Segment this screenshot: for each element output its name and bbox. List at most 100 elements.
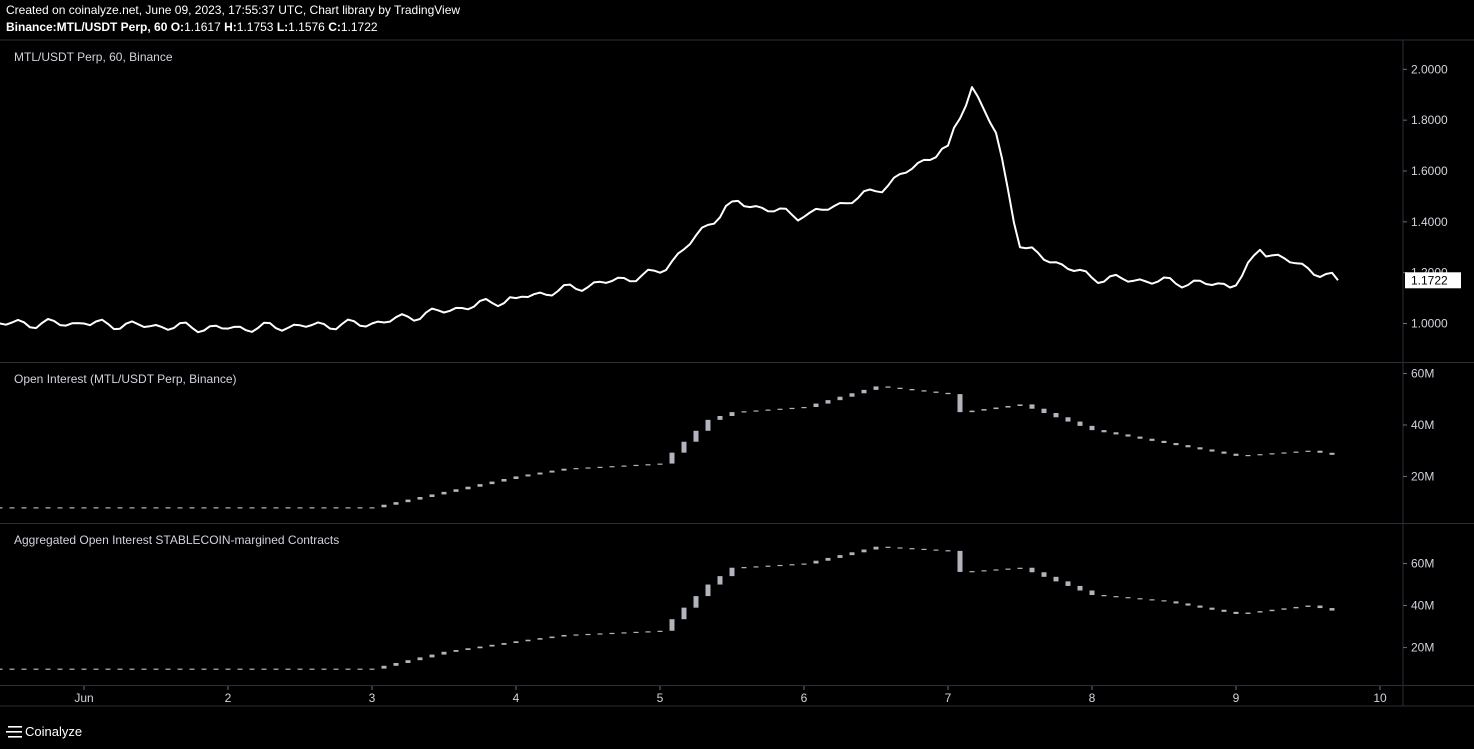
- oi-bar: [1257, 454, 1263, 456]
- oi-bar: [1125, 597, 1131, 599]
- oi-bar: [381, 665, 387, 669]
- oi-bar: [585, 633, 591, 636]
- oi-bar: [117, 668, 123, 670]
- oi-bar: [1089, 425, 1095, 431]
- brand-footer[interactable]: Coinalyze: [6, 724, 82, 739]
- oi-bar: [669, 619, 675, 631]
- oi-bar: [1281, 608, 1287, 610]
- oi-bar: [57, 507, 63, 509]
- oi-bar: [909, 548, 915, 550]
- oi-bar: [1137, 598, 1143, 600]
- oi-bar: [489, 644, 495, 647]
- oi-bar: [297, 507, 303, 509]
- oi-bar: [465, 648, 471, 651]
- oi-bar: [1149, 599, 1155, 601]
- oi-bar: [1257, 611, 1263, 613]
- brand-name: Coinalyze: [25, 724, 83, 739]
- oi-bar: [21, 507, 27, 509]
- oi-bar: [273, 668, 279, 670]
- oi-bar: [141, 507, 147, 509]
- oi-bar: [945, 392, 951, 395]
- oi-bar: [1077, 421, 1083, 426]
- oi-bar: [705, 584, 711, 597]
- oi-bar: [1113, 596, 1119, 598]
- symbol-label: Binance:MTL/USDT Perp, 60: [6, 20, 168, 34]
- oi-bar: [897, 387, 903, 389]
- oi-bar: [549, 470, 555, 473]
- oi-bar: [681, 607, 687, 620]
- oi-bar: [117, 507, 123, 509]
- oi-bar: [513, 476, 519, 479]
- oi-bar: [729, 567, 735, 577]
- oi-bar: [861, 549, 867, 553]
- oi-bar: [1209, 449, 1215, 452]
- oi-bar: [297, 668, 303, 670]
- oi-bar: [1029, 404, 1035, 409]
- oi-bar: [1197, 605, 1203, 608]
- oi-bar: [1245, 612, 1251, 614]
- oi-bar: [597, 633, 603, 635]
- oi-bar: [621, 632, 627, 634]
- oi-bar: [213, 507, 219, 509]
- oi-bar: [129, 668, 135, 670]
- x-tick-label: 9: [1233, 691, 1240, 705]
- oi-bar: [873, 386, 879, 390]
- oi-bar: [9, 507, 15, 509]
- oi-bar: [357, 507, 363, 509]
- oi-bar: [93, 507, 99, 509]
- oi-bar: [1209, 607, 1215, 610]
- oi-bar: [489, 481, 495, 485]
- oi-bar: [249, 668, 255, 670]
- close-label: C:: [328, 20, 341, 34]
- oi-bar: [1161, 440, 1167, 443]
- y-tick-label: 2.0000: [1411, 62, 1448, 76]
- oi-bar: [657, 463, 663, 465]
- oi-bar: [1053, 576, 1059, 582]
- oi-bar: [501, 643, 507, 645]
- oi-bar: [1125, 434, 1131, 437]
- oi-bar: [0, 507, 3, 509]
- oi-bar: [201, 507, 207, 509]
- oi-bar: [861, 389, 867, 394]
- oi-bar: [681, 441, 687, 453]
- oi-bar: [573, 634, 579, 636]
- oi-bar: [993, 569, 999, 571]
- oi-bar: [849, 552, 855, 556]
- y-tick-label: 60M: [1411, 557, 1434, 571]
- oi-bar: [657, 630, 663, 632]
- oi-bar: [69, 668, 75, 670]
- oi-bar: [1197, 447, 1203, 450]
- x-tick-label: 10: [1373, 691, 1387, 705]
- oi-bar: [369, 668, 375, 670]
- y-tick-label: 1.8000: [1411, 113, 1448, 127]
- oi-bar: [1245, 455, 1251, 457]
- oi-bar: [1317, 605, 1323, 609]
- x-tick-label: 5: [657, 691, 664, 705]
- oi-bar: [789, 407, 795, 410]
- oi-bar: [33, 668, 39, 670]
- oi-bar: [1305, 450, 1311, 452]
- oi-bar: [621, 465, 627, 467]
- oi-bar: [537, 472, 543, 475]
- oi-bar: [921, 390, 927, 392]
- oi-bar: [645, 631, 651, 633]
- oi-bar: [933, 391, 939, 393]
- oi-bar: [717, 576, 723, 585]
- oi-bar: [213, 668, 219, 670]
- oi-bar: [1101, 430, 1107, 433]
- oi-bar: [165, 668, 171, 670]
- oi-bar: [1185, 603, 1191, 606]
- oi-bar: [189, 507, 195, 509]
- oi-bar: [1173, 443, 1179, 446]
- oi-bar: [609, 466, 615, 468]
- x-tick-label: 4: [513, 691, 520, 705]
- oi-bar: [585, 467, 591, 469]
- oi-bar: [1149, 438, 1155, 441]
- y-tick-label: 1.6000: [1411, 164, 1448, 178]
- oi-bar: [309, 668, 315, 670]
- oi-bar: [429, 654, 435, 658]
- oi-bar: [549, 636, 555, 639]
- oi-bar: [417, 497, 423, 500]
- oi-bar: [477, 484, 483, 487]
